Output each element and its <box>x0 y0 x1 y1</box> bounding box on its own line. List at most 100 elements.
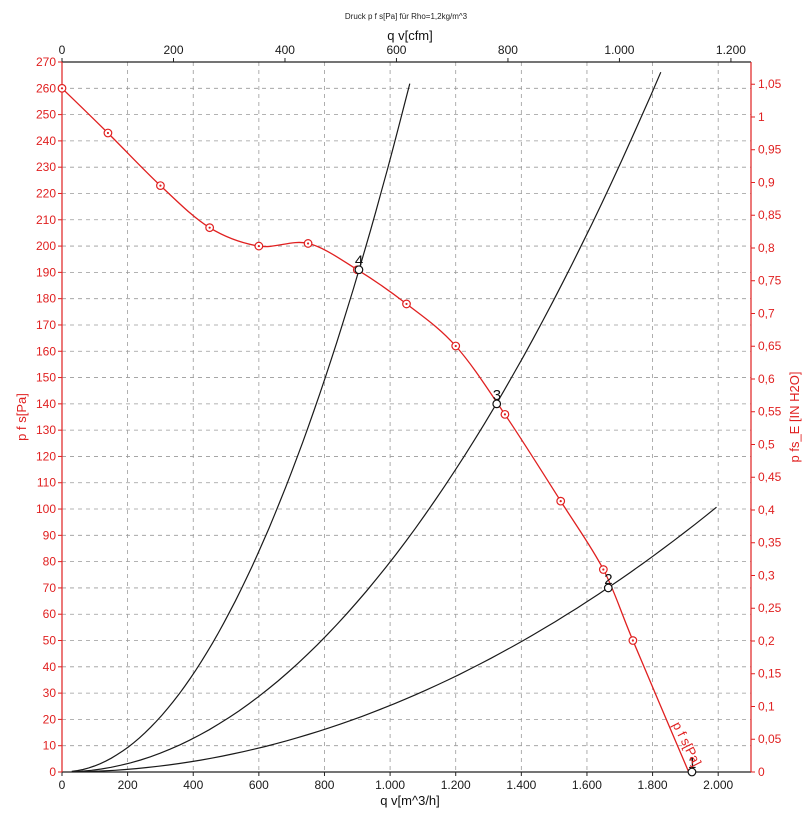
fan-curve-point <box>103 128 113 138</box>
y-tick-label: 240 <box>36 134 56 148</box>
right-tick-label: 0,6 <box>758 372 775 386</box>
right-tick-label: 0,9 <box>758 175 775 189</box>
data-markers: 1 2 3 4 <box>57 83 697 777</box>
right-tick-label: 0,1 <box>758 699 775 713</box>
y-tick-label: 220 <box>36 186 56 200</box>
operating-point-marker <box>687 767 697 777</box>
x-tick-label: 1.000 <box>375 778 405 792</box>
x-tick-label: 1.600 <box>572 778 602 792</box>
x-tick-label: 800 <box>314 778 334 792</box>
fan-curve-point-dot <box>257 244 260 248</box>
right-tick-label: 1 <box>758 110 765 124</box>
operating-point-4: 4 <box>354 253 364 275</box>
fan-curve-point-dot <box>559 500 562 503</box>
right-tick-label: 0,45 <box>758 470 782 484</box>
right-tick-label: 1,05 <box>758 77 782 91</box>
fan-curve-point <box>500 409 510 419</box>
fan-curve-point-dot <box>208 226 211 229</box>
fan-curve-point <box>57 83 67 93</box>
operating-point-1: 1 <box>687 755 697 777</box>
operating-point-label: 3 <box>493 387 501 404</box>
fan-curve-point-dot <box>60 87 64 90</box>
y-tick-label: 140 <box>36 397 56 411</box>
y-tick-label: 30 <box>43 686 57 700</box>
right-tick-label: 0,95 <box>758 143 782 157</box>
right-tick-label: 0,75 <box>758 274 782 288</box>
fan-curve-point <box>451 341 461 351</box>
fan-curve-point-dot <box>631 639 634 642</box>
fan-curve-point <box>628 636 638 645</box>
y-tick-label: 250 <box>36 108 56 122</box>
y-tick-label: 120 <box>36 449 56 463</box>
right-tick-label: 0,3 <box>758 568 775 582</box>
y-tick-label: 160 <box>36 344 56 358</box>
system-curve-line-2 <box>71 506 717 773</box>
y-tick-label: 180 <box>36 292 56 306</box>
top-tick-label: 800 <box>498 43 518 57</box>
y-tick-label: 40 <box>43 660 57 674</box>
y-tick-label: 50 <box>43 634 57 648</box>
operating-point-marker <box>603 583 613 593</box>
right-tick-label: 0,8 <box>758 241 775 255</box>
operating-point-marker <box>354 265 364 275</box>
x-tick-label: 400 <box>183 778 203 792</box>
fan-curve-point <box>205 223 215 233</box>
operating-point-3: 3 <box>492 387 502 409</box>
grid <box>62 62 751 772</box>
x-tick-label: 0 <box>59 778 66 792</box>
y-tick-label: 100 <box>36 502 56 516</box>
system-curve-line-3 <box>71 71 662 773</box>
y-tick-label: 270 <box>36 55 56 69</box>
fan-curve-point-dot <box>454 344 457 348</box>
right-tick-label: 0,15 <box>758 667 782 681</box>
y-tick-label: 130 <box>36 423 56 437</box>
y-tick-label: 20 <box>43 712 57 726</box>
top-tick-label: 0 <box>59 43 66 57</box>
fan-curve-point-dot <box>405 302 408 306</box>
right-tick-label: 0,55 <box>758 405 782 419</box>
operating-point-label: 2 <box>604 571 612 588</box>
operating-point-label: 1 <box>688 755 696 772</box>
fan-curve-point <box>254 241 264 251</box>
system-curve-line-4 <box>71 83 411 772</box>
x-tick-label: 600 <box>249 778 269 792</box>
fan-curve-point <box>598 565 608 574</box>
right-tick-label: 0,25 <box>758 601 782 615</box>
right-y-axis-label: p fs_E [IN H2O] <box>787 371 802 462</box>
fan-curve-point-dot <box>503 413 507 416</box>
fan-curve-point-dot <box>306 242 310 245</box>
y-tick-label: 230 <box>36 160 56 174</box>
fan-curve-point-dot <box>106 131 110 135</box>
right-tick-label: 0,85 <box>758 208 782 222</box>
y-tick-label: 10 <box>43 739 57 753</box>
right-tick-label: 0,7 <box>758 306 775 320</box>
y-tick-label: 80 <box>43 555 57 569</box>
left-y-axis-label: p f s[Pa] <box>14 393 29 441</box>
top-tick-label: 600 <box>386 43 406 57</box>
axes <box>58 58 755 776</box>
operating-point-marker <box>492 399 502 409</box>
fan-curve-point-dot <box>159 184 162 187</box>
fan-curve-point <box>556 496 566 506</box>
y-tick-label: 170 <box>36 318 56 332</box>
top-tick-label: 400 <box>275 43 295 57</box>
chart-title: Druck p f s[Pa] für Rho=1,2kg/m^3 <box>345 12 468 21</box>
right-tick-label: 0,65 <box>758 339 782 353</box>
y-tick-label: 190 <box>36 265 56 279</box>
right-tick-label: 0,35 <box>758 536 782 550</box>
bottom-x-axis-label: q v[m^3/h] <box>380 793 440 808</box>
x-tick-label: 1.200 <box>441 778 471 792</box>
top-x-axis-label: q v[cfm] <box>387 28 433 43</box>
y-tick-label: 210 <box>36 213 56 227</box>
fan-curve-point <box>303 239 313 248</box>
fan-curve-point <box>156 181 165 190</box>
top-tick-label: 1.000 <box>604 43 634 57</box>
right-tick-label: 0,2 <box>758 634 775 648</box>
x-tick-label: 1.400 <box>506 778 536 792</box>
y-tick-label: 200 <box>36 239 56 253</box>
x-tick-label: 200 <box>118 778 138 792</box>
top-tick-label: 200 <box>163 43 183 57</box>
y-tick-label: 150 <box>36 371 56 385</box>
x-tick-label: 2.000 <box>703 778 733 792</box>
